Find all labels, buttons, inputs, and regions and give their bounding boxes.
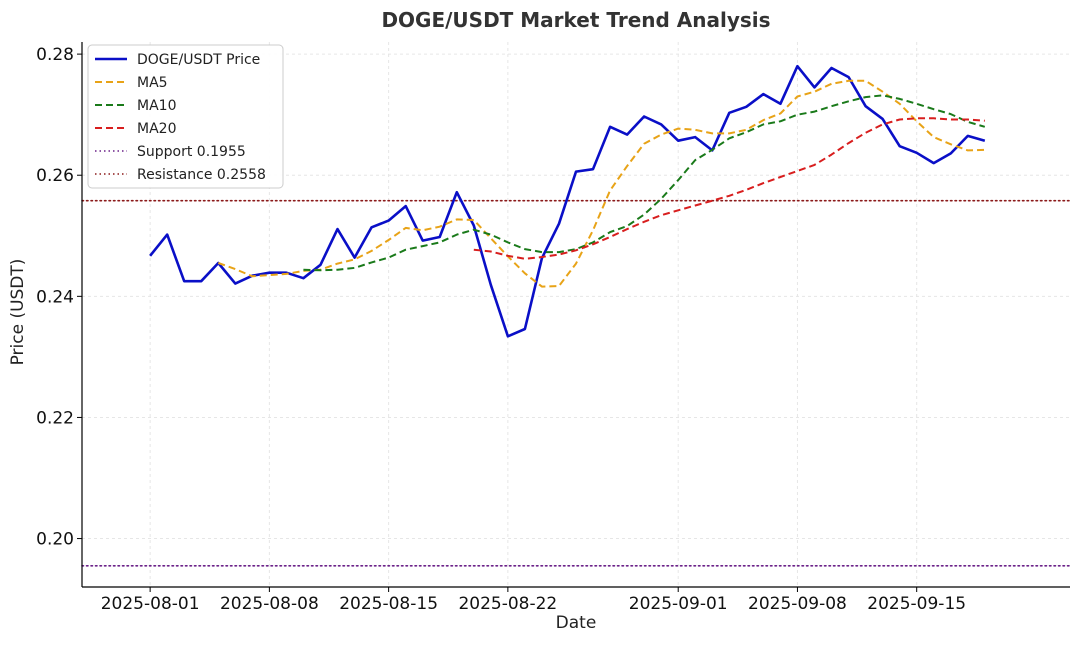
y-tick-label: 0.24 [36, 287, 74, 307]
reference-lines [81, 199, 1071, 567]
x-tick-label: 2025-09-15 [867, 594, 966, 614]
x-tick-label: 2025-09-01 [629, 594, 728, 614]
legend-label-ma10: MA10 [137, 98, 176, 114]
legend-label-resistance-0-2558: Resistance 0.2558 [137, 167, 266, 183]
x-tick-label: 2025-08-15 [339, 594, 438, 614]
x-tick-label: 2025-08-01 [101, 594, 200, 614]
ma5-line [217, 79, 985, 288]
legend-label-support-0-1955: Support 0.1955 [137, 144, 246, 160]
x-tick-label: 2025-08-08 [220, 594, 319, 614]
axes [81, 42, 1070, 588]
y-tick-label: 0.20 [36, 530, 74, 550]
x-tick-label: 2025-08-22 [458, 594, 557, 614]
doge-usdt-price-line [149, 64, 986, 338]
legend-box [87, 44, 284, 189]
y-tick-label: 0.22 [36, 408, 74, 428]
x-axis-label: Date [555, 613, 597, 633]
legend-label-ma20: MA20 [137, 121, 176, 137]
y-tick-label: 0.28 [36, 45, 74, 65]
chart-title: DOGE/USDT Market Trend Analysis [381, 8, 771, 32]
legend-label-ma5: MA5 [137, 75, 168, 91]
y-axis-label: Price (USDT) [8, 258, 28, 366]
x-tick-label: 2025-09-08 [748, 594, 847, 614]
legend: DOGE/USDT Price MA5 MA10 MA20 Support 0.1955… [87, 44, 284, 189]
ticks: 0.20 0.22 0.24 0.26 0.28 2025-08-01 2025-08-08… [36, 45, 966, 614]
series-lines [149, 64, 986, 338]
ma20-line [473, 117, 985, 260]
legend-label-doge-usdt-price: DOGE/USDT Price [137, 52, 260, 68]
y-tick-label: 0.26 [36, 166, 74, 186]
ma10-line [303, 94, 986, 272]
